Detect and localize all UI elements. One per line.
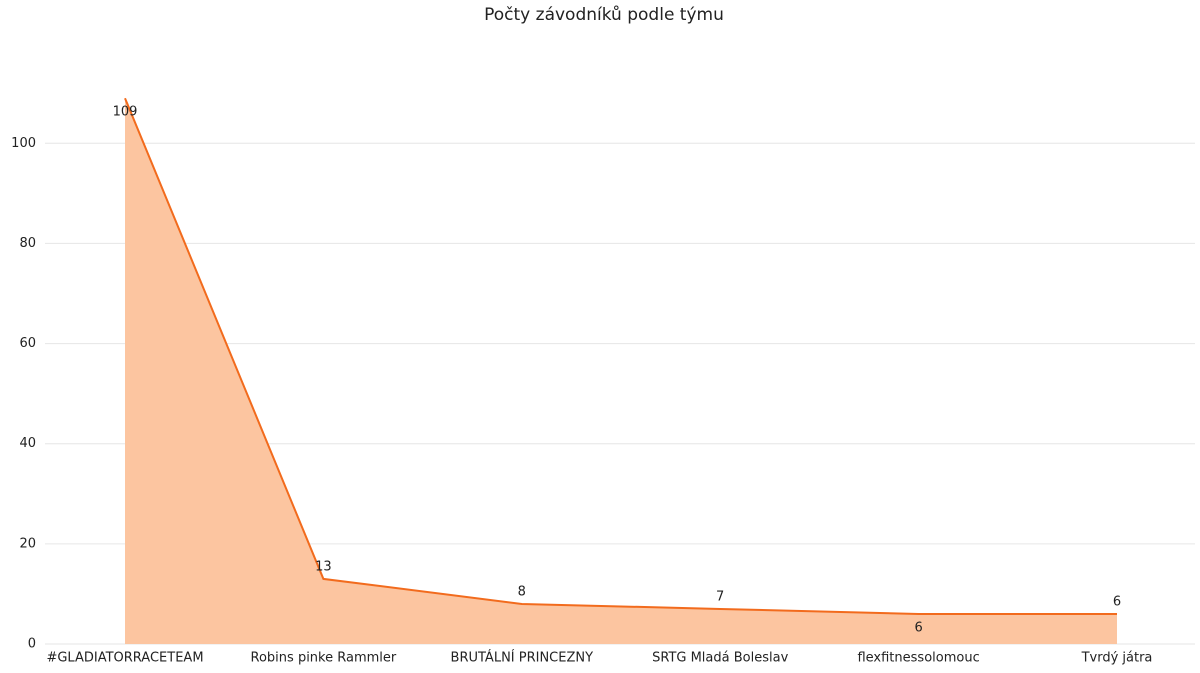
data-label: 7 [716,589,724,604]
x-tick-label: BRUTÁLNÍ PRINCEZNY [451,650,594,666]
data-label: 13 [315,559,332,574]
data-label: 109 [113,105,138,120]
data-label: 8 [518,584,526,599]
data-label: 6 [1113,594,1121,609]
x-tick-label: SRTG Mladá Boleslav [652,651,788,666]
y-tick-label: 0 [28,637,36,652]
y-tick-label: 20 [19,536,36,551]
chart-title: Počty závodníků podle týmu [484,5,724,25]
x-tick-label: Tvrdý játra [1081,651,1153,666]
y-tick-label: 80 [19,236,36,251]
line [124,97,1117,615]
x-tick-label: Robins pinke Rammler [251,651,397,666]
data-label: 6 [914,620,922,635]
y-tick-label: 100 [11,136,36,151]
y-tick-label: 60 [19,336,36,351]
x-tick-label: flexfitnessolomouc [857,651,979,666]
area-fill [125,98,1117,644]
x-tick-label: #GLADIATORRACETEAM [46,651,203,666]
y-tick-label: 40 [19,436,36,451]
